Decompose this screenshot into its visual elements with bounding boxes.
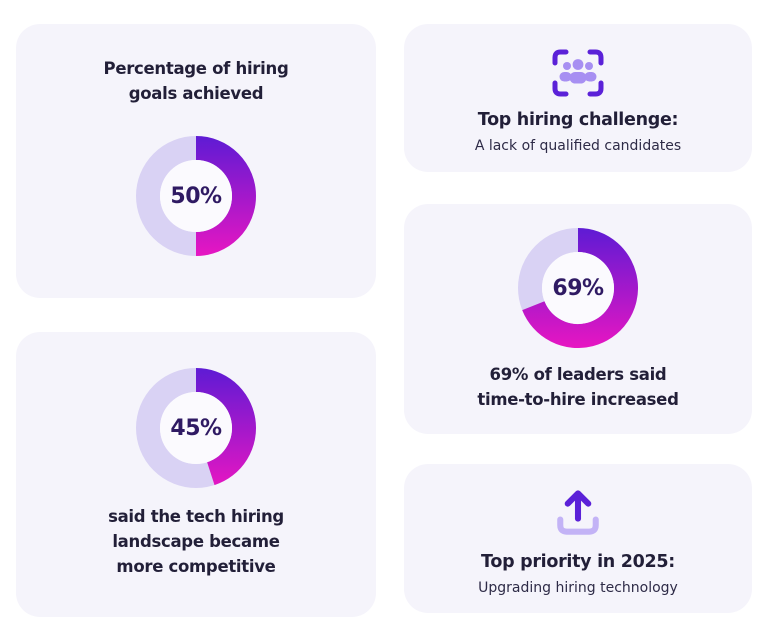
goals-card-title: Percentage of hiring goals achieved [103, 59, 289, 103]
competitive-caption: said the tech hiring landscape became mo… [108, 507, 284, 576]
users-viewfinder-icon [550, 47, 606, 99]
challenge-card-subtitle: A lack of qualified candidates [474, 138, 682, 154]
goals-donut-value: 50% [170, 183, 222, 209]
time-to-hire-donut-value: 69% [552, 275, 604, 301]
time-to-hire-card: 69% 69% of leaders said time-to-hire inc… [404, 204, 752, 434]
goals-donut-chart: 50% [136, 136, 256, 256]
upload-icon [553, 485, 603, 541]
challenge-card: Top hiring challenge: A lack of qualifie… [404, 24, 752, 172]
competitive-card: 45% said the tech hiring landscape becam… [16, 332, 376, 617]
goals-card: Percentage of hiring goals achieved 50% [16, 24, 376, 298]
time-to-hire-caption: 69% of leaders said time-to-hire increas… [477, 365, 679, 409]
priority-card-title: Top priority in 2025: [481, 552, 675, 572]
time-to-hire-donut-ring [518, 228, 638, 352]
challenge-card-title: Top hiring challenge: [477, 110, 679, 130]
time-to-hire-donut-chart: 69% [518, 228, 638, 348]
competitive-donut-ring [136, 368, 256, 492]
goals-donut-ring [136, 136, 256, 260]
priority-card: Top priority in 2025: Upgrading hiring t… [404, 464, 752, 613]
priority-card-subtitle: Upgrading hiring technology [478, 580, 678, 596]
competitive-donut-chart: 45% [136, 368, 256, 488]
competitive-donut-value: 45% [170, 415, 222, 441]
